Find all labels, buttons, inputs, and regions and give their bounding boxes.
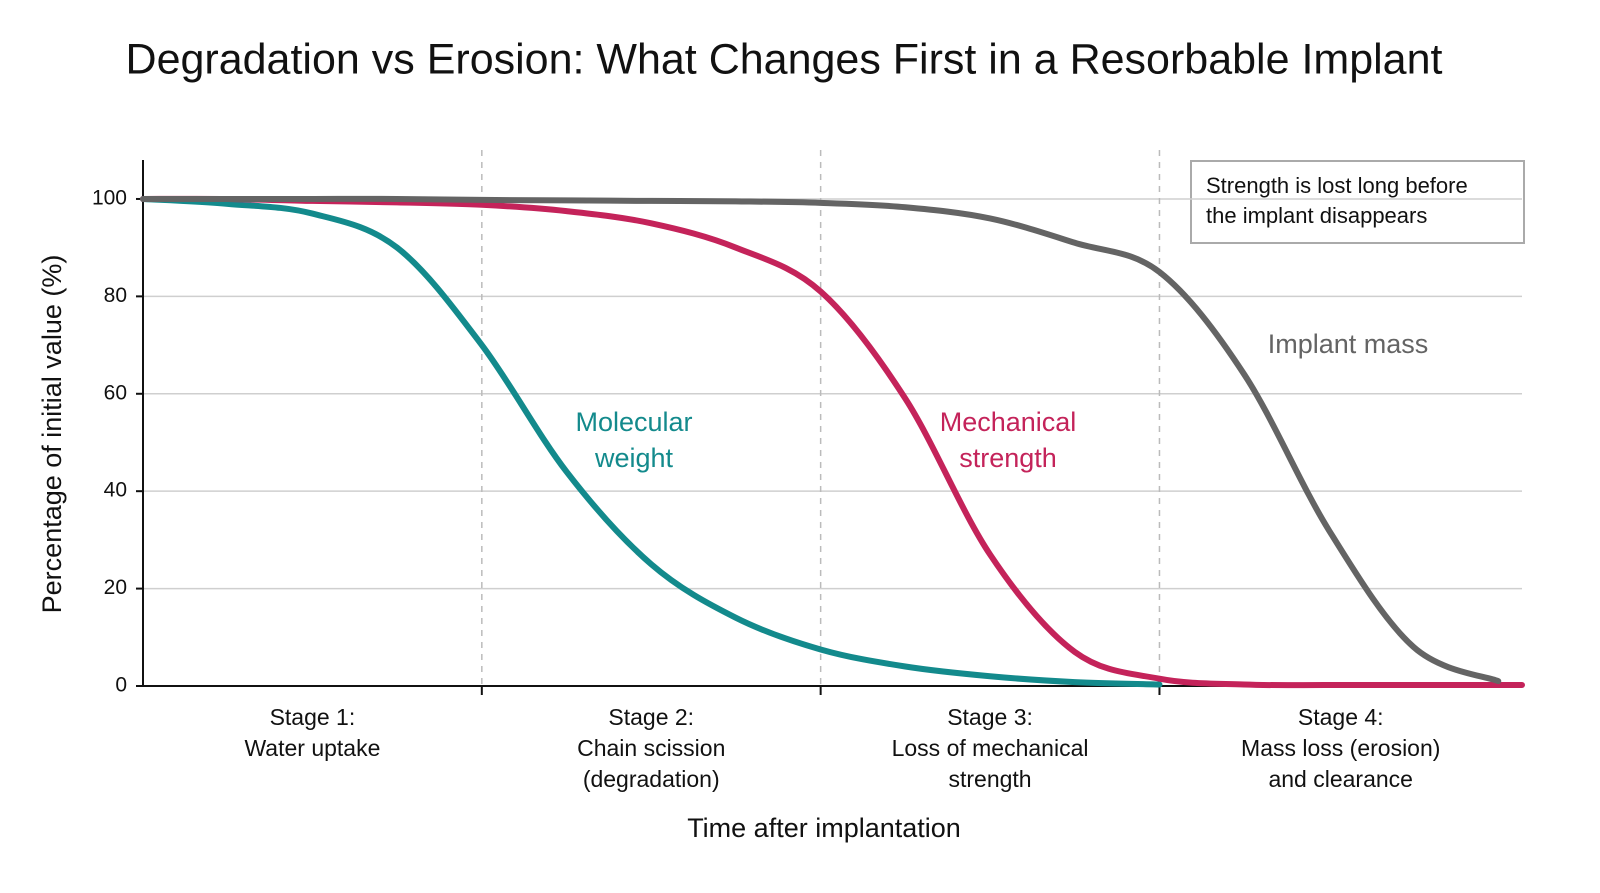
series-label: weight — [594, 443, 674, 473]
stage-label: Stage 3: — [947, 704, 1033, 730]
series-label: strength — [959, 443, 1057, 473]
stage-label: Stage 1: — [270, 704, 356, 730]
stage-label: Loss of mechanical — [892, 735, 1089, 761]
series-label: Molecular — [575, 407, 692, 437]
series-line — [140, 195, 1502, 685]
stage-label: (degradation) — [583, 766, 720, 792]
stage-label: Mass loss (erosion) — [1241, 735, 1440, 761]
series-label: Mechanical — [940, 407, 1077, 437]
annotation-box — [1190, 160, 1525, 244]
stage-label: and clearance — [1268, 766, 1413, 792]
series-line — [140, 195, 1163, 688]
stage-label: Stage 4: — [1298, 704, 1384, 730]
y-tick-label: 100 — [92, 187, 127, 210]
x-axis-label: Time after implantation — [687, 813, 961, 843]
stage-label: Stage 2: — [608, 704, 694, 730]
series-line — [140, 195, 1525, 689]
stage-label: Water uptake — [244, 735, 380, 761]
y-tick-label: 60 — [104, 381, 127, 404]
y-tick-label: 20 — [104, 576, 127, 599]
stage-label: strength — [948, 766, 1031, 792]
y-tick-label: 80 — [104, 284, 127, 307]
stage-label: Chain scission — [577, 735, 725, 761]
chart-title: Degradation vs Erosion: What Changes Fir… — [126, 35, 1443, 83]
annotation: Strength is lost long before — [1206, 173, 1468, 198]
series-label: Implant mass — [1268, 329, 1429, 359]
annotation: the implant disappears — [1206, 203, 1427, 228]
y-axis-label: Percentage of initial value (%) — [37, 255, 67, 614]
y-tick-label: 0 — [115, 674, 127, 697]
y-tick-label: 40 — [104, 479, 127, 502]
